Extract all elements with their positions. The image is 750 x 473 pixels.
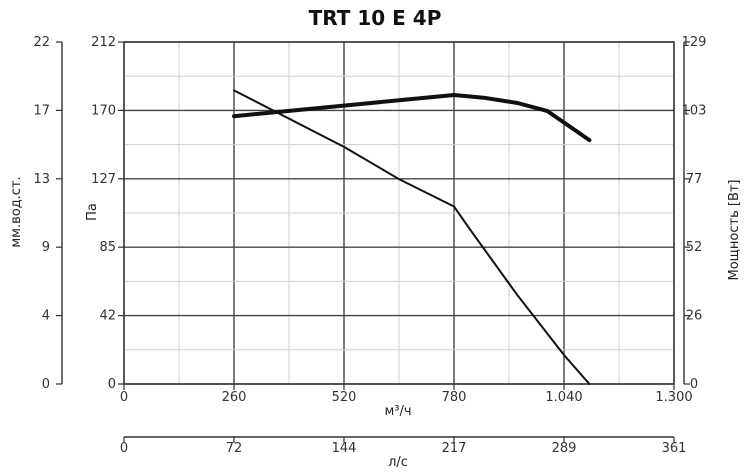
- tick-label-m3h: 0: [120, 390, 128, 405]
- tick-label-m3h: 780: [442, 390, 467, 405]
- y-label-pa: Па: [85, 203, 100, 221]
- tick-label-ls: 0: [120, 441, 128, 456]
- tick-label-ls: 289: [552, 441, 577, 456]
- tick-label-m3h: 260: [222, 390, 247, 405]
- tick-label-mm: 0: [42, 377, 50, 392]
- tick-label-power: 52: [686, 240, 703, 255]
- tick-label-ls: 72: [226, 441, 243, 456]
- grid: [123, 41, 675, 385]
- tick-label-pa: 0: [108, 377, 116, 392]
- tick-label-ls: 144: [332, 441, 357, 456]
- x-label-ls: л/с: [388, 455, 408, 470]
- tick-label-mm: 22: [33, 35, 50, 50]
- tick-label-ls: 217: [442, 441, 467, 456]
- tick-label-power: 0: [690, 377, 698, 392]
- tick-label-mm: 13: [33, 172, 50, 187]
- tick-label-pa: 212: [91, 35, 116, 50]
- tick-label-pa: 85: [99, 240, 116, 255]
- tick-label-power: 26: [686, 309, 703, 324]
- tick-label-m3h: 520: [332, 390, 357, 405]
- tick-label-m3h: 1.300: [655, 390, 692, 405]
- plot-frame: [123, 41, 675, 385]
- tick-label-m3h: 1.040: [545, 390, 582, 405]
- tick-label-mm: 9: [42, 240, 50, 255]
- power-curve-line: [232, 93, 592, 143]
- chart-title: TRT 10 E 4P: [309, 6, 442, 30]
- pressure-curve-line: [233, 89, 591, 385]
- tick-label-ls: 361: [662, 441, 687, 456]
- tick-label-pa: 42: [99, 309, 116, 324]
- tick-label-power: 77: [686, 172, 703, 187]
- tick-label-mm: 4: [42, 309, 50, 324]
- series-lines: [232, 89, 592, 385]
- tick-label-pa: 170: [91, 103, 116, 118]
- tick-label-power: 103: [682, 103, 707, 118]
- tick-label-pa: 127: [91, 172, 116, 187]
- tick-labels: 0 42 85 127 170 212 0 4 9 13 17 22 0 26 52 77 103 129 0 260…: [33, 35, 706, 456]
- tick-label-power: 129: [682, 35, 707, 50]
- y-label-power: Мощность [Вт]: [727, 179, 742, 280]
- x-label-m3h: м³/ч: [384, 404, 411, 419]
- y-label-mm: мм.вод.ст.: [9, 176, 24, 247]
- axes: [56, 41, 690, 443]
- tick-label-mm: 17: [33, 103, 50, 118]
